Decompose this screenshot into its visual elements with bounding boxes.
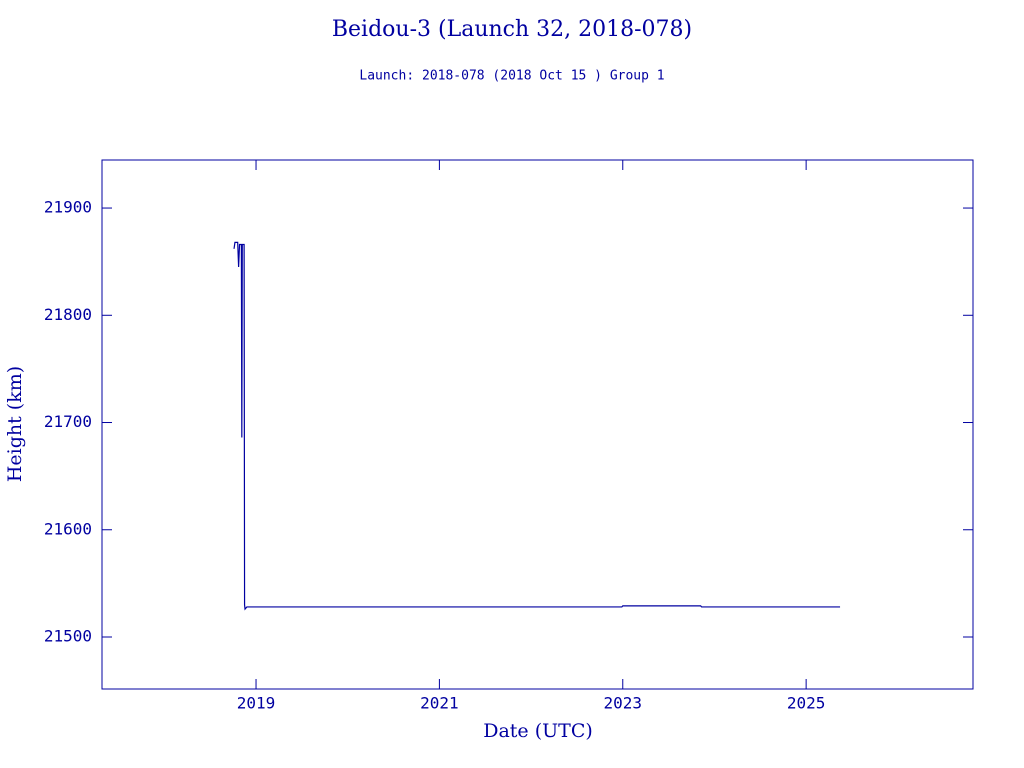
y-tick-label: 21600 xyxy=(44,519,92,538)
y-axis-label: Height (km) xyxy=(4,366,26,482)
y-tick-label: 21500 xyxy=(44,626,92,645)
x-tick-label: 2021 xyxy=(420,694,459,713)
y-tick-label: 21700 xyxy=(44,412,92,431)
x-tick-label: 2023 xyxy=(604,694,643,713)
plot-frame xyxy=(101,159,974,690)
chart-title: Beidou-3 (Launch 32, 2018-078) xyxy=(332,17,692,42)
data-line xyxy=(233,241,841,611)
y-tick-label: 21800 xyxy=(44,305,92,324)
x-tick-label: 2019 xyxy=(237,694,276,713)
y-tick-label: 21900 xyxy=(44,198,92,217)
x-tick-label: 2025 xyxy=(787,694,826,713)
chart-subtitle: Launch: 2018-078 (2018 Oct 15 ) Group 1 xyxy=(359,69,664,84)
x-axis-label: Date (UTC) xyxy=(483,720,593,742)
